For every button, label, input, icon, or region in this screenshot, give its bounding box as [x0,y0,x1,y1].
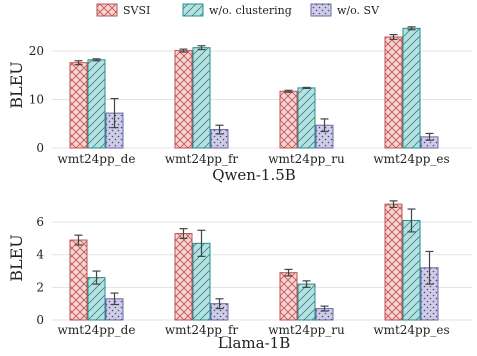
legend: SVSI w/o. clustering w/o. SV [96,3,380,17]
legend-swatch-wo-clustering-pattern [183,4,203,16]
y-tick-label: 0 [36,141,44,155]
x-tick-label: wmt24pp_es [373,323,449,337]
x-tick-label: wmt24pp_ru [268,323,345,337]
panel-title: Llama-1B [218,334,291,352]
bar-pattern-svsi-wmt24pp_ru [279,272,298,321]
x-tick-label: wmt24pp_es [373,152,449,166]
y-tick-label: 6 [36,215,44,229]
panel-llama: 0 2 4 6 BLEU wmt24pp_de wmt24pp_fr wmt24pp_ru wm… [7,200,472,352]
legend-swatch-wo-sv-pattern [311,4,331,16]
y-axis-label: BLEU [7,61,26,109]
bar-pattern-wo-clustering-wmt24pp_es [402,219,421,321]
bar-pattern-wo-clustering-wmt24pp_ru [297,87,316,149]
x-tick-label: wmt24pp_fr [165,152,239,166]
legend-entry-wo-clustering: w/o. clustering [182,3,292,17]
legend-entry-svsi: SVSI [96,3,150,17]
x-tick-label: wmt24pp_fr [165,323,239,337]
legend-label-wo-clustering: w/o. clustering [209,4,292,17]
y-tick-label: 20 [29,44,44,58]
y-tick-label: 0 [36,313,44,327]
x-tick-label: wmt24pp_ru [268,152,345,166]
bar-pattern-wo-clustering-wmt24pp_ru [297,283,316,321]
bar-pattern-svsi-wmt24pp_es [384,36,403,149]
y-axis-label: BLEU [7,234,26,282]
panel-title: Qwen-1.5B [212,166,296,184]
bar-pattern-svsi-wmt24pp_ru [279,90,298,149]
bar-pattern-svsi-wmt24pp_de [69,62,88,149]
bar-pattern-svsi-wmt24pp_es [384,203,403,321]
bar-pattern-wo-clustering-wmt24pp_de [87,59,106,149]
legend-label-svsi: SVSI [123,4,150,17]
bar-pattern-svsi-wmt24pp_de [69,239,88,321]
legend-label-wo-sv: w/o. SV [337,4,380,17]
bar-pattern-wo-clustering-wmt24pp_es [402,27,421,149]
x-tick-label: wmt24pp_de [58,323,136,337]
bar-pattern-svsi-wmt24pp_fr [174,50,193,149]
legend-entry-wo-sv: w/o. SV [310,3,380,17]
legend-swatch-svsi-pattern [97,4,117,16]
bar-pattern-wo-clustering-wmt24pp_fr [192,47,211,149]
y-tick-label: 10 [29,93,44,107]
y-tick-label: 4 [36,248,44,262]
bar-pattern-svsi-wmt24pp_fr [174,233,193,321]
y-tick-label: 2 [36,280,44,294]
x-tick-label: wmt24pp_de [58,152,136,166]
